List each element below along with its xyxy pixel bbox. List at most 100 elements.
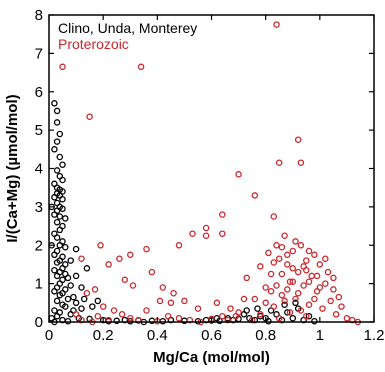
data-point-s1-68 xyxy=(303,257,310,264)
data-point-s0-86 xyxy=(159,317,167,325)
data-point-s0-103 xyxy=(284,309,291,316)
data-point-s1-51 xyxy=(251,295,259,303)
data-point-s1-67 xyxy=(300,282,307,289)
data-point-s1-42 xyxy=(164,312,172,320)
y-axis: 0 1 2 3 4 5 6 7 8 xyxy=(35,7,374,331)
data-point-s0-28 xyxy=(56,226,64,234)
y-tick-label: 7 xyxy=(35,45,43,62)
data-point-s0-5 xyxy=(51,146,58,153)
data-point-s1-25 xyxy=(83,289,91,297)
data-point-s0-24 xyxy=(56,213,64,220)
y-tick-label: 3 xyxy=(35,199,43,216)
data-point-s1-27 xyxy=(156,297,164,305)
data-point-s1-99 xyxy=(275,314,283,322)
data-point-s1-20 xyxy=(116,255,123,262)
y-tick-label: 4 xyxy=(35,161,43,178)
data-point-s1-78 xyxy=(330,286,337,293)
data-point-s0-35 xyxy=(51,251,58,259)
data-point-s1-28 xyxy=(99,303,107,310)
x-tick-label: 0 xyxy=(45,327,53,344)
data-point-s1-1 xyxy=(137,63,145,71)
data-point-s1-101 xyxy=(257,311,264,318)
data-point-s1-56 xyxy=(270,303,278,310)
data-point-s1-29 xyxy=(167,299,175,307)
data-point-s0-107 xyxy=(305,312,313,320)
data-point-s1-34 xyxy=(94,312,102,320)
data-point-s0-41 xyxy=(51,266,58,274)
data-point-s1-69 xyxy=(305,301,313,308)
data-point-s1-58 xyxy=(275,255,283,262)
data-point-s0-108 xyxy=(311,317,318,325)
data-point-s1-33 xyxy=(118,311,126,318)
data-point-s0-59 xyxy=(78,305,85,312)
data-point-s1-73 xyxy=(316,261,324,268)
data-point-s0-18 xyxy=(59,195,66,203)
legend-entry-0: Clino, Unda, Monterey xyxy=(58,20,197,36)
data-point-s1-21 xyxy=(105,261,112,268)
data-point-s0-8 xyxy=(53,167,61,174)
x-tick-label: 0.2 xyxy=(93,327,114,344)
data-point-s1-62 xyxy=(286,278,294,285)
data-point-s1-66 xyxy=(297,242,305,249)
data-point-s0-104 xyxy=(289,314,297,322)
data-point-s1-116 xyxy=(330,274,337,282)
data-point-s0-30 xyxy=(53,234,61,241)
x-tick-label: 1 xyxy=(316,327,324,344)
data-point-s0-74 xyxy=(78,284,85,291)
data-point-s1-86 xyxy=(289,278,297,285)
data-point-s1-64 xyxy=(292,295,299,303)
data-point-s1-91 xyxy=(273,282,280,289)
data-point-s1-47 xyxy=(219,312,226,320)
data-point-s1-114 xyxy=(278,243,286,251)
data-point-s1-103 xyxy=(240,295,248,303)
data-point-s1-111 xyxy=(305,247,313,255)
data-point-s0-7 xyxy=(59,161,66,168)
data-point-s0-73 xyxy=(94,297,102,305)
y-tick-label: 1 xyxy=(35,276,43,293)
data-point-s1-30 xyxy=(181,297,188,305)
data-point-s1-39 xyxy=(127,314,134,322)
data-point-s1-32 xyxy=(110,307,118,314)
data-point-s1-13 xyxy=(202,232,210,239)
data-point-s0-32 xyxy=(56,242,64,249)
data-point-s0-110 xyxy=(243,307,250,314)
data-point-s1-75 xyxy=(322,280,329,287)
data-point-s0-82 xyxy=(127,317,134,325)
data-point-s1-5 xyxy=(275,159,283,166)
data-point-s0-26 xyxy=(53,218,61,226)
data-point-s0-52 xyxy=(56,291,64,299)
y-tick-label: 6 xyxy=(35,84,43,101)
y-tick-label: 0 xyxy=(35,314,43,331)
data-point-s0-112 xyxy=(281,301,288,308)
data-point-s0-10 xyxy=(59,176,66,184)
x-tick-label: 1.2 xyxy=(364,327,385,344)
data-point-s0-72 xyxy=(89,303,96,310)
data-point-s0-3 xyxy=(56,130,64,138)
data-point-s1-81 xyxy=(338,303,345,310)
data-point-s1-96 xyxy=(297,307,305,314)
data-point-s1-94 xyxy=(316,284,324,291)
data-point-s1-112 xyxy=(322,255,329,262)
data-point-s1-3 xyxy=(86,113,93,120)
data-point-s1-18 xyxy=(78,255,85,262)
data-point-s1-22 xyxy=(121,276,129,284)
data-point-s1-55 xyxy=(267,270,275,278)
data-point-s1-88 xyxy=(284,286,291,293)
data-point-s0-80 xyxy=(113,317,120,325)
data-point-s1-26 xyxy=(91,286,99,293)
data-point-s0-76 xyxy=(83,265,91,272)
data-point-s1-8 xyxy=(251,192,259,199)
data-point-s0-75 xyxy=(72,272,80,280)
data-point-s1-24 xyxy=(129,282,137,289)
data-point-s1-117 xyxy=(270,259,278,266)
data-point-s1-11 xyxy=(202,224,210,232)
data-point-s0-78 xyxy=(72,245,80,253)
data-point-s1-82 xyxy=(343,314,351,322)
data-point-s1-90 xyxy=(305,278,313,285)
data-point-s1-50 xyxy=(243,274,250,282)
data-point-s1-10 xyxy=(270,213,278,220)
data-point-s1-74 xyxy=(319,305,326,312)
data-point-s1-97 xyxy=(286,309,294,316)
data-point-s1-107 xyxy=(194,305,202,312)
